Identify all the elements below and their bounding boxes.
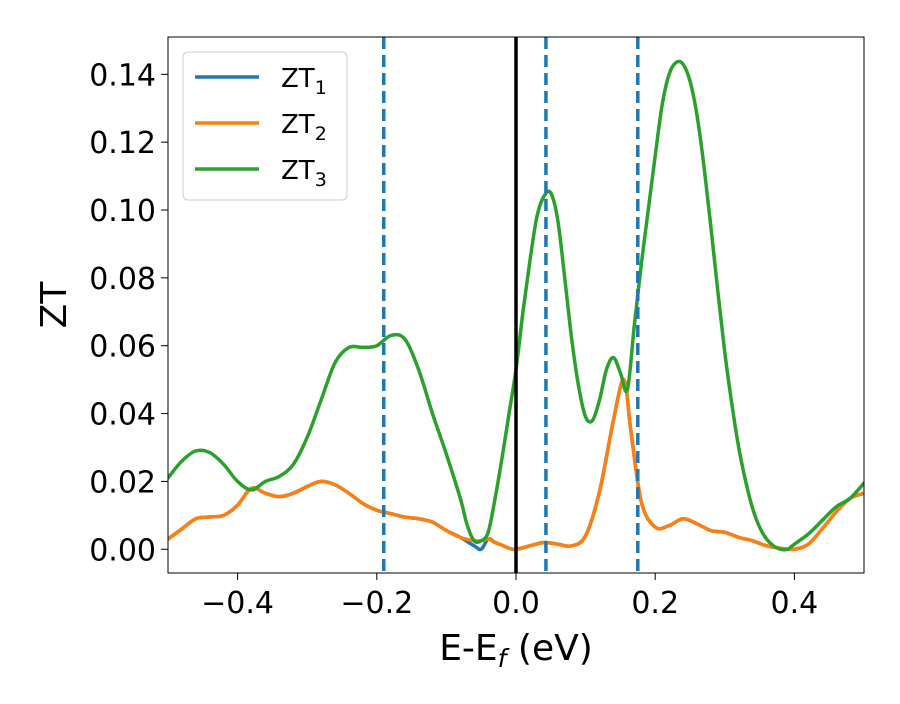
legend: ZT1 ZT2 ZT3 — [182, 51, 348, 201]
y-tick-label: 0.00 — [89, 533, 156, 568]
x-tick-label: 0.0 — [492, 586, 540, 621]
x-tick-label: 0.4 — [771, 586, 819, 621]
y-tick-label: 0.04 — [89, 398, 156, 433]
legend-box — [182, 51, 348, 201]
y-tick-label: 0.14 — [89, 58, 156, 93]
x-axis-label: E-Ef (eV) — [439, 628, 593, 673]
legend-label-zt1: ZT1 — [281, 64, 327, 99]
x-tick-label: 0.2 — [631, 586, 679, 621]
y-axis-label: ZT — [34, 281, 75, 329]
x-tick-label: −0.4 — [201, 586, 274, 621]
series-line-zt3 — [168, 59, 864, 552]
y-axis: 0.00 0.02 0.04 0.06 0.08 0.10 0.12 0.14 — [89, 58, 168, 568]
y-tick-label: 0.06 — [89, 330, 156, 365]
legend-label-zt2: ZT2 — [281, 110, 327, 145]
x-tick-label: −0.2 — [340, 586, 413, 621]
series-line-zt2 — [168, 377, 864, 552]
y-tick-label: 0.08 — [89, 262, 156, 297]
y-tick-label: 0.02 — [89, 465, 156, 500]
y-tick-label: 0.10 — [89, 194, 156, 229]
x-axis: −0.4 −0.2 0.0 0.2 0.4 — [201, 573, 818, 621]
plot-content — [168, 37, 864, 573]
legend-label-zt3: ZT3 — [281, 156, 327, 191]
y-tick-label: 0.12 — [89, 126, 156, 161]
